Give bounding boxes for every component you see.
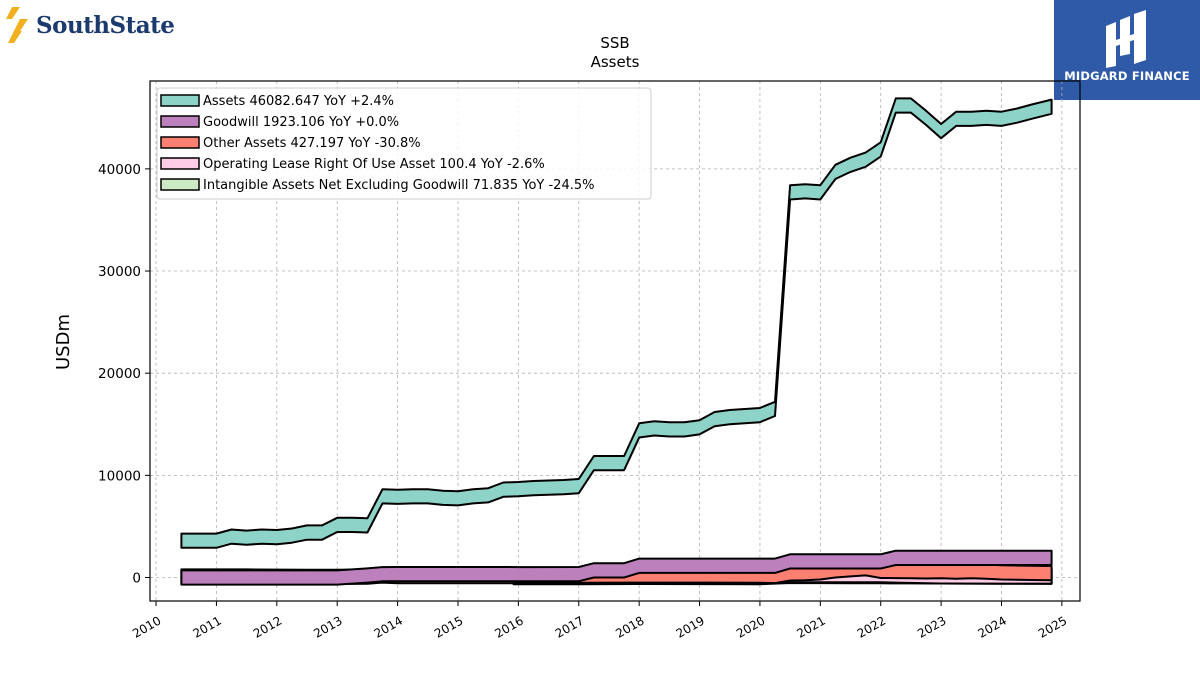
y-tick-label: 10000	[98, 468, 141, 484]
x-tick-label: 2014	[372, 613, 405, 640]
x-tick-label: 2010	[130, 613, 163, 640]
y-tick-label: 40000	[98, 162, 141, 178]
x-tick-label: 2018	[613, 613, 646, 640]
legend-swatch	[160, 115, 200, 128]
legend-label: Intangible Assets Net Excluding Goodwill…	[203, 178, 594, 193]
x-tick-label: 2016	[492, 613, 525, 640]
legend-swatch	[160, 94, 200, 107]
x-tick-label: 2020	[734, 613, 767, 640]
midgard-logo-mark-icon	[1106, 10, 1146, 68]
x-tick-label: 2024	[976, 613, 1009, 640]
chart-subtitle: Assets	[591, 53, 640, 71]
x-tick-label: 2015	[432, 613, 465, 640]
midgard-logo-text: MIDGARD FINANCE	[1064, 69, 1190, 83]
x-tick-label: 2022	[855, 613, 888, 640]
series-band-assets	[180, 97, 1053, 549]
legend-swatch	[160, 136, 200, 149]
southstate-logo-text: SouthState	[36, 11, 175, 39]
legend-box	[156, 87, 652, 200]
x-tick-label: 2023	[915, 613, 948, 640]
legend-label: Operating Lease Right Of Use Asset 100.4…	[203, 157, 545, 172]
x-tick-label: 2011	[190, 613, 223, 640]
y-tick-label: 30000	[98, 264, 141, 280]
x-tick-label: 2012	[251, 613, 284, 640]
series-band-goodwill	[180, 549, 1053, 586]
legend-label: Goodwill 1923.106 YoY +0.0%	[203, 115, 399, 130]
southstate-logo-mark-icon	[6, 7, 28, 43]
y-tick-label: 0	[132, 571, 141, 587]
x-tick-label: 2025	[1036, 613, 1069, 640]
legend-swatch	[160, 178, 200, 191]
chart-title: SSB	[600, 34, 629, 52]
legend: Assets 46082.647 YoY +2.4% Goodwill 1923.…	[156, 87, 652, 200]
plot-frame	[149, 80, 1081, 602]
x-tick-label: 2013	[311, 613, 344, 640]
legend-label: Other Assets 427.197 YoY -30.8%	[203, 136, 421, 151]
x-tick-label: 2021	[794, 613, 827, 640]
southstate-logo: SouthState	[6, 6, 175, 44]
x-tick-label: 2019	[674, 613, 707, 640]
legend-label: Assets 46082.647 YoY +2.4%	[203, 94, 394, 109]
y-tick-label: 20000	[98, 366, 141, 382]
x-tick-label: 2017	[553, 613, 586, 640]
y-axis-label: USDm	[53, 314, 74, 370]
legend-swatch	[160, 157, 200, 170]
series-areas	[180, 97, 1053, 586]
midgard-finance-logo: MIDGARD FINANCE	[1054, 0, 1200, 100]
